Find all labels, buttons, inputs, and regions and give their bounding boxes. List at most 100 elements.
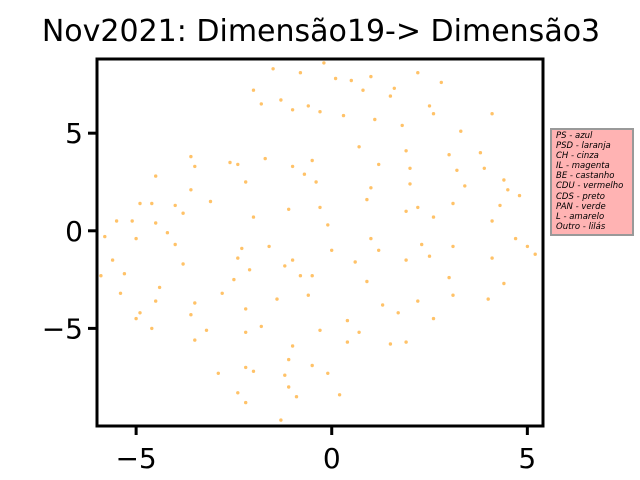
data-point bbox=[134, 316, 138, 321]
data-point bbox=[290, 258, 295, 262]
data-point bbox=[392, 86, 396, 91]
data-point bbox=[236, 391, 240, 395]
data-point bbox=[251, 88, 256, 92]
data-point bbox=[318, 205, 322, 210]
legend-entry: Outro - lilás bbox=[556, 221, 606, 232]
data-point bbox=[114, 219, 119, 223]
data-point bbox=[333, 76, 338, 81]
data-point bbox=[290, 108, 295, 112]
data-point bbox=[330, 248, 334, 252]
legend-entry: L - amarelo bbox=[556, 211, 605, 222]
data-point bbox=[271, 67, 275, 71]
data-point bbox=[259, 324, 263, 329]
data-point bbox=[122, 272, 127, 276]
data-point bbox=[525, 244, 530, 249]
data-point bbox=[341, 113, 346, 118]
x-tick-label: −5 bbox=[115, 442, 156, 475]
data-point bbox=[208, 199, 213, 204]
data-point bbox=[138, 201, 142, 206]
data-point bbox=[513, 236, 518, 241]
data-point bbox=[455, 168, 459, 172]
data-point bbox=[150, 326, 154, 331]
data-point bbox=[130, 219, 134, 223]
data-point bbox=[431, 112, 436, 116]
data-point bbox=[447, 153, 451, 157]
data-point bbox=[377, 162, 381, 167]
data-point bbox=[502, 281, 506, 286]
data-point bbox=[193, 338, 197, 342]
data-point bbox=[502, 178, 506, 182]
data-point bbox=[181, 262, 185, 266]
data-point bbox=[290, 164, 295, 169]
data-point bbox=[463, 184, 467, 188]
data-point bbox=[306, 104, 310, 108]
data-point bbox=[326, 371, 330, 375]
data-point bbox=[427, 104, 432, 108]
data-point bbox=[447, 275, 451, 280]
data-point bbox=[506, 188, 510, 192]
data-point bbox=[416, 205, 420, 210]
data-point bbox=[318, 110, 322, 114]
data-point bbox=[118, 291, 123, 295]
data-point bbox=[189, 313, 193, 317]
data-point bbox=[400, 123, 404, 128]
chart-title: Nov2021: Dimensão19-> Dimensão3 bbox=[41, 14, 601, 49]
data-point bbox=[310, 363, 314, 368]
data-point bbox=[244, 400, 248, 405]
data-point bbox=[310, 158, 314, 163]
data-point bbox=[193, 301, 197, 305]
data-point bbox=[306, 293, 310, 297]
data-point bbox=[388, 342, 393, 346]
data-point bbox=[165, 231, 170, 235]
data-point bbox=[404, 258, 408, 262]
data-point bbox=[251, 215, 256, 219]
data-point bbox=[150, 201, 154, 206]
legend-entry: CDU - vermelho bbox=[556, 181, 624, 192]
data-point bbox=[154, 174, 158, 178]
data-point bbox=[365, 197, 369, 202]
legend-entry: CDS - preto bbox=[556, 191, 605, 202]
data-point bbox=[99, 274, 103, 278]
y-tick-label: −5 bbox=[42, 312, 83, 345]
data-point bbox=[404, 149, 408, 153]
data-point bbox=[302, 172, 307, 176]
data-point bbox=[388, 94, 393, 98]
data-point bbox=[349, 78, 353, 83]
legend-entry: IL - magenta bbox=[556, 161, 610, 172]
data-point bbox=[251, 369, 256, 373]
data-point bbox=[283, 373, 287, 377]
legend-entry: PS - azul bbox=[556, 131, 593, 141]
data-point bbox=[478, 151, 483, 155]
data-point bbox=[408, 182, 412, 186]
data-point bbox=[298, 71, 303, 75]
data-point bbox=[380, 303, 385, 307]
data-point bbox=[232, 277, 236, 282]
plot-frame bbox=[95, 57, 545, 428]
data-point bbox=[310, 274, 314, 278]
data-point bbox=[439, 80, 443, 85]
data-point bbox=[431, 215, 436, 219]
data-point bbox=[416, 299, 420, 303]
data-point bbox=[459, 129, 463, 133]
x-tick-label: 0 bbox=[323, 442, 341, 475]
data-point bbox=[244, 365, 248, 370]
data-point bbox=[294, 395, 299, 399]
data-point bbox=[431, 316, 436, 321]
y-tick-label: 5 bbox=[65, 117, 83, 150]
data-point bbox=[283, 264, 287, 268]
data-point bbox=[244, 180, 248, 184]
data-point bbox=[486, 297, 490, 301]
data-point bbox=[357, 330, 361, 334]
data-point bbox=[361, 88, 365, 92]
data-point bbox=[216, 371, 220, 375]
data-point bbox=[416, 71, 420, 75]
data-point bbox=[236, 256, 240, 260]
data-point bbox=[181, 211, 185, 215]
data-point bbox=[244, 330, 248, 334]
data-point bbox=[451, 244, 455, 249]
legend-entry: CH - cinza bbox=[556, 151, 599, 162]
data-point bbox=[377, 248, 381, 252]
data-point bbox=[193, 164, 197, 169]
data-point bbox=[154, 299, 158, 303]
data-point bbox=[138, 311, 142, 315]
